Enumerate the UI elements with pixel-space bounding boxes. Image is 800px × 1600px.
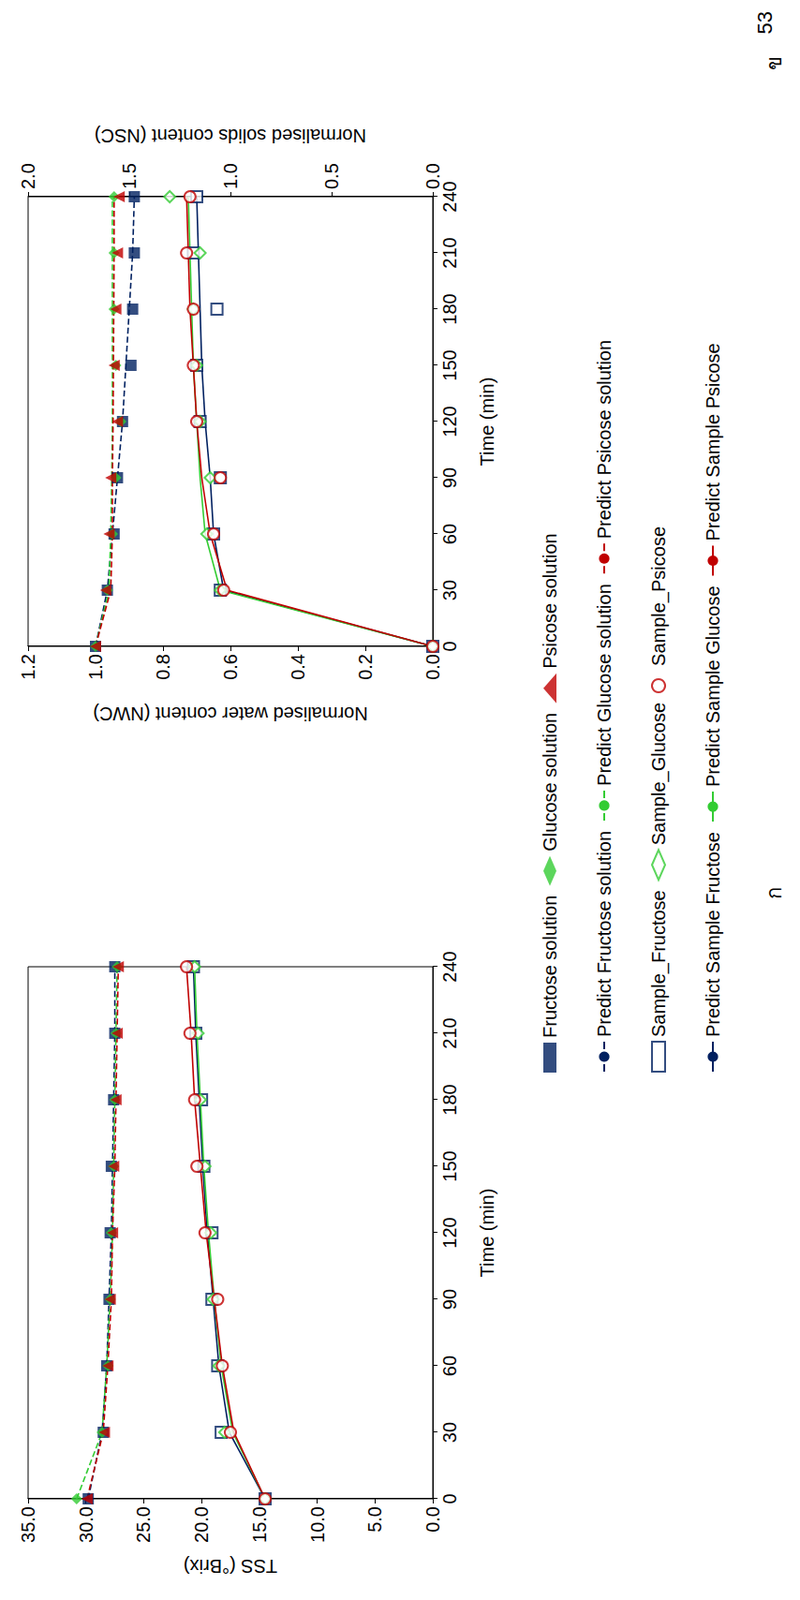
svg-text:Sample_Glucose: Sample_Glucose (648, 702, 670, 845)
svg-text:210: 210 (439, 1017, 460, 1049)
svg-text:Predict Sample Psicose: Predict Sample Psicose (702, 342, 724, 541)
svg-text:2.0: 2.0 (17, 162, 39, 190)
svg-text:0.4: 0.4 (287, 653, 309, 681)
svg-text:1.2: 1.2 (17, 653, 39, 681)
svg-text:5.0: 5.0 (364, 1506, 386, 1533)
svg-text:15.0: 15.0 (249, 1506, 270, 1543)
svg-text:150: 150 (439, 349, 460, 381)
svg-text:Psicose solution: Psicose solution (539, 533, 561, 669)
svg-text:30: 30 (439, 1422, 460, 1443)
svg-text:Predict Psicose solution: Predict Psicose solution (593, 340, 615, 539)
svg-text:0.0: 0.0 (422, 1506, 444, 1533)
svg-text:0.0: 0.0 (422, 163, 444, 190)
svg-text:30.0: 30.0 (75, 1506, 97, 1543)
svg-text:60: 60 (439, 1355, 460, 1377)
svg-text:Predict Sample Glucose: Predict Sample Glucose (702, 585, 724, 787)
svg-text:Time (min): Time (min) (476, 377, 498, 467)
svg-text:25.0: 25.0 (133, 1506, 154, 1543)
svg-text:53: 53 (753, 11, 777, 34)
svg-text:90: 90 (439, 1288, 460, 1310)
svg-text:1.0: 1.0 (220, 162, 241, 190)
svg-text:Predict Fructose solution: Predict Fructose solution (593, 830, 615, 1038)
svg-text:180: 180 (439, 1083, 460, 1115)
svg-text:120: 120 (439, 1216, 460, 1248)
svg-text:Predict Glucose solution: Predict Glucose solution (593, 583, 615, 786)
svg-text:30: 30 (439, 579, 460, 601)
svg-text:35.0: 35.0 (17, 1506, 39, 1543)
svg-text:0: 0 (439, 640, 460, 652)
svg-text:Fructose solution: Fructose solution (539, 895, 561, 1038)
svg-text:Normalised solids content (NSC: Normalised solids content (NSC) (94, 125, 367, 147)
svg-text:10.0: 10.0 (307, 1506, 328, 1543)
svg-text:1.0: 1.0 (85, 653, 106, 681)
svg-text:20.0: 20.0 (191, 1506, 212, 1543)
svg-text:1.5: 1.5 (118, 162, 140, 190)
svg-text:ข: ข (762, 56, 786, 71)
svg-text:0.8: 0.8 (152, 653, 174, 681)
svg-text:TSS (°Brix): TSS (°Brix) (183, 1555, 278, 1577)
svg-text:Glucose solution: Glucose solution (539, 712, 561, 852)
svg-text:60: 60 (439, 523, 460, 545)
svg-text:0.6: 0.6 (220, 653, 241, 681)
svg-text:120: 120 (439, 405, 460, 437)
svg-text:180: 180 (439, 293, 460, 325)
svg-text:0.5: 0.5 (321, 162, 342, 190)
svg-text:Time (min): Time (min) (476, 1188, 498, 1278)
svg-text:240: 240 (439, 950, 460, 982)
svg-text:0: 0 (439, 1493, 460, 1504)
svg-text:Predict Sample Fructose: Predict Sample Fructose (702, 831, 724, 1038)
svg-text:Sample_Fructose: Sample_Fructose (648, 889, 670, 1038)
svg-text:240: 240 (439, 180, 460, 212)
svg-text:Sample_Psicose: Sample_Psicose (648, 526, 670, 667)
svg-text:0.0: 0.0 (422, 653, 444, 681)
svg-text:150: 150 (439, 1150, 460, 1182)
svg-text:ก: ก (762, 887, 786, 900)
svg-text:210: 210 (439, 237, 460, 268)
svg-text:90: 90 (439, 467, 460, 489)
svg-text:0.2: 0.2 (355, 653, 376, 681)
svg-text:Normalised water content (NWC): Normalised water content (NWC) (92, 703, 368, 725)
